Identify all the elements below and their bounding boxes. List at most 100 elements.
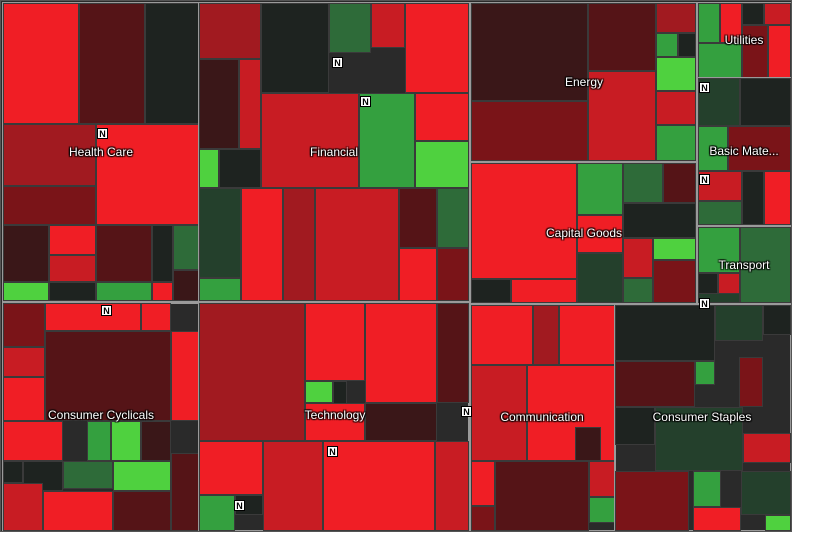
stock-tile[interactable]: [371, 3, 405, 48]
sector-label-energy[interactable]: Energy: [564, 75, 604, 89]
stock-tile[interactable]: [698, 78, 740, 126]
stock-tile[interactable]: [141, 421, 171, 461]
sector-label-utilities[interactable]: Utilities: [724, 33, 764, 47]
stock-tile[interactable]: [615, 471, 689, 531]
stock-tile[interactable]: [111, 421, 141, 461]
stock-tile[interactable]: [575, 427, 601, 461]
stock-tile[interactable]: [3, 3, 79, 124]
stock-tile[interactable]: [171, 453, 199, 531]
stock-tile[interactable]: [329, 3, 371, 53]
stock-tile[interactable]: [623, 278, 653, 303]
stock-tile[interactable]: [315, 188, 399, 301]
news-badge[interactable]: N: [327, 446, 338, 457]
stock-tile[interactable]: [653, 238, 696, 260]
stock-tile[interactable]: [437, 188, 469, 248]
stock-tile[interactable]: [678, 33, 696, 57]
stock-tile[interactable]: [577, 163, 623, 215]
sector-label-basic-materials[interactable]: Basic Mate...: [709, 144, 779, 158]
stock-tile[interactable]: [113, 461, 171, 491]
news-badge[interactable]: N: [461, 406, 472, 417]
stock-tile[interactable]: [588, 3, 656, 71]
sector-label-consumer-cyclicals[interactable]: Consumer Cyclicals: [47, 408, 155, 422]
news-badge[interactable]: N: [332, 57, 343, 68]
stock-tile[interactable]: [3, 303, 45, 347]
stock-tile[interactable]: [63, 461, 113, 489]
stock-tile[interactable]: [589, 461, 615, 497]
stock-tile[interactable]: [199, 303, 305, 441]
stock-tile[interactable]: [145, 3, 199, 124]
stock-tile[interactable]: [171, 331, 199, 421]
stock-tile[interactable]: [283, 188, 315, 301]
stock-tile[interactable]: [3, 421, 63, 461]
stock-tile[interactable]: [720, 3, 742, 43]
stock-tile[interactable]: [577, 215, 623, 253]
stock-tile[interactable]: [399, 248, 437, 301]
stock-tile[interactable]: [3, 186, 96, 225]
stock-tile[interactable]: [656, 57, 696, 91]
news-badge[interactable]: N: [101, 305, 112, 316]
stock-tile[interactable]: [653, 260, 696, 303]
stock-tile[interactable]: [533, 305, 559, 365]
stock-tile[interactable]: [261, 93, 359, 188]
stock-tile[interactable]: [715, 305, 763, 341]
stock-tile[interactable]: [152, 282, 173, 301]
stock-tile[interactable]: [471, 3, 588, 101]
stock-tile[interactable]: [435, 441, 469, 531]
stock-tile[interactable]: [742, 25, 768, 78]
stock-tile[interactable]: [742, 3, 764, 25]
stock-tile[interactable]: [219, 149, 261, 188]
stock-tile[interactable]: [3, 124, 96, 186]
stock-tile[interactable]: [173, 225, 199, 270]
stock-tile[interactable]: [623, 203, 696, 238]
stock-tile[interactable]: [239, 59, 261, 149]
news-badge[interactable]: N: [699, 82, 710, 93]
stock-tile[interactable]: [615, 407, 655, 445]
stock-tile[interactable]: [305, 303, 365, 381]
stock-tile[interactable]: [698, 293, 740, 303]
stock-tile[interactable]: [415, 141, 469, 188]
stock-tile[interactable]: [656, 125, 696, 161]
stock-tile[interactable]: [3, 483, 43, 531]
stock-tile[interactable]: [3, 377, 45, 421]
stock-tile[interactable]: [740, 78, 791, 126]
stock-tile[interactable]: [199, 3, 261, 59]
stock-tile[interactable]: [695, 361, 715, 385]
stock-tile[interactable]: [698, 43, 742, 78]
stock-tile[interactable]: [698, 227, 740, 273]
news-badge[interactable]: N: [699, 298, 710, 309]
stock-tile[interactable]: [365, 403, 437, 441]
stock-tile[interactable]: [588, 71, 656, 161]
stock-tile[interactable]: [199, 188, 241, 278]
stock-tile[interactable]: [365, 303, 437, 403]
stock-tile[interactable]: [471, 279, 511, 303]
stock-tile[interactable]: [656, 33, 678, 57]
stock-tile[interactable]: [743, 433, 791, 463]
stock-tile[interactable]: [3, 461, 23, 483]
stock-tile[interactable]: [113, 491, 171, 531]
stock-tile[interactable]: [261, 3, 329, 93]
stock-tile[interactable]: [471, 365, 527, 461]
stock-tile[interactable]: [623, 163, 663, 203]
stock-tile[interactable]: [45, 303, 141, 331]
stock-tile[interactable]: [359, 93, 415, 188]
stock-tile[interactable]: [693, 471, 721, 507]
stock-tile[interactable]: [87, 421, 111, 461]
stock-tile[interactable]: [693, 507, 741, 531]
stock-tile[interactable]: [199, 59, 239, 149]
stock-tile[interactable]: [49, 255, 96, 282]
stock-tile[interactable]: [471, 101, 588, 161]
stock-tile[interactable]: [559, 305, 615, 365]
stock-tile[interactable]: [740, 227, 791, 303]
stock-tile[interactable]: [437, 248, 469, 301]
stock-tile[interactable]: [241, 188, 283, 301]
stock-tile[interactable]: [495, 461, 589, 531]
sector-label-communication[interactable]: Communication: [500, 410, 584, 424]
stock-tile[interactable]: [471, 305, 533, 365]
stock-tile[interactable]: [49, 282, 96, 301]
stock-tile[interactable]: [656, 91, 696, 125]
stock-tile[interactable]: [741, 471, 791, 515]
news-badge[interactable]: N: [360, 96, 371, 107]
stock-tile[interactable]: [45, 331, 171, 421]
stock-tile[interactable]: [764, 3, 791, 25]
stock-tile[interactable]: [43, 491, 113, 531]
